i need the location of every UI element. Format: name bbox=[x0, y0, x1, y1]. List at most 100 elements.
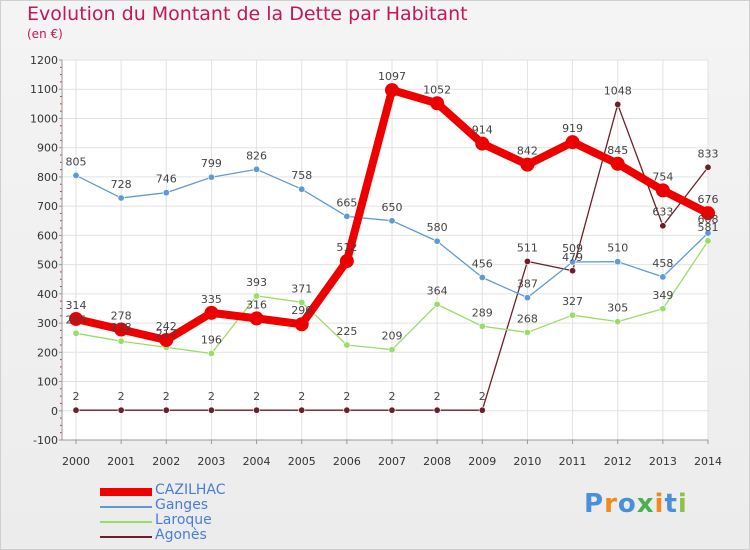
y-tick-label: 500 bbox=[37, 259, 58, 272]
x-tick-label: 2002 bbox=[152, 455, 180, 468]
logo-letter: P bbox=[584, 489, 605, 519]
data-label: 387 bbox=[517, 278, 538, 291]
data-label: 633 bbox=[652, 206, 673, 219]
x-tick-label: 2007 bbox=[378, 455, 406, 468]
y-tick-label: 600 bbox=[37, 229, 58, 242]
data-label: 1097 bbox=[378, 70, 406, 83]
data-point bbox=[614, 100, 622, 108]
data-label: 510 bbox=[607, 242, 628, 255]
data-label: 2 bbox=[163, 390, 170, 403]
legend-label: Agonès bbox=[155, 527, 207, 543]
data-point bbox=[655, 183, 670, 198]
data-point bbox=[339, 254, 354, 269]
x-tick-label: 2005 bbox=[288, 455, 316, 468]
data-point bbox=[569, 258, 577, 266]
data-label: 265 bbox=[66, 313, 87, 326]
data-label: 512 bbox=[336, 241, 357, 254]
x-tick-label: 2001 bbox=[107, 455, 135, 468]
data-point bbox=[253, 292, 261, 300]
data-point bbox=[117, 194, 125, 202]
data-label: 335 bbox=[201, 293, 222, 306]
data-label: 509 bbox=[562, 242, 583, 255]
data-label: 665 bbox=[336, 196, 357, 209]
x-tick-label: 2010 bbox=[513, 455, 541, 468]
data-label: 305 bbox=[607, 302, 628, 315]
x-tick-label: 2006 bbox=[333, 455, 361, 468]
data-label: 314 bbox=[66, 299, 87, 312]
data-point bbox=[117, 337, 125, 345]
data-point bbox=[72, 171, 80, 179]
data-label: 2 bbox=[73, 390, 80, 403]
data-label: 242 bbox=[156, 320, 177, 333]
data-label: 833 bbox=[698, 147, 719, 160]
data-label: 676 bbox=[698, 193, 719, 206]
y-tick-label: 700 bbox=[37, 200, 58, 213]
data-point bbox=[388, 217, 396, 225]
data-label: 479 bbox=[562, 251, 583, 264]
x-tick-label: 2014 bbox=[694, 455, 722, 468]
data-label: 608 bbox=[698, 213, 719, 226]
y-tick-label: 1000 bbox=[30, 112, 58, 125]
y-tick-label: 800 bbox=[37, 171, 58, 184]
data-point bbox=[433, 406, 441, 414]
data-point bbox=[523, 294, 531, 302]
data-point bbox=[610, 156, 625, 171]
label-layer: 314 278 242 335 316 296 512 1097 1052 914 842 919 84… bbox=[66, 70, 719, 403]
legend-swatch bbox=[100, 521, 152, 523]
data-label: 581 bbox=[698, 221, 719, 234]
data-point bbox=[565, 135, 580, 150]
y-tick-label: -100 bbox=[33, 434, 58, 447]
data-label: 2 bbox=[479, 390, 486, 403]
data-point bbox=[569, 267, 577, 275]
data-label: 799 bbox=[201, 157, 222, 170]
y-tick-label: 0 bbox=[51, 405, 58, 418]
data-point bbox=[704, 237, 712, 245]
data-point bbox=[117, 406, 125, 414]
data-label: 217 bbox=[156, 327, 177, 340]
data-point bbox=[659, 273, 667, 281]
x-tick-label: 2009 bbox=[468, 455, 496, 468]
legend-label: Laroque bbox=[155, 512, 212, 528]
chart-subtitle: (en €) bbox=[27, 27, 63, 41]
x-tick-label: 2008 bbox=[423, 455, 451, 468]
data-point bbox=[520, 157, 535, 172]
logo-letter: x bbox=[636, 489, 655, 519]
data-point bbox=[162, 189, 170, 197]
data-label: 238 bbox=[111, 321, 132, 334]
proxiti-logo: Proxiti bbox=[584, 489, 688, 519]
x-tick-label: 2000 bbox=[62, 455, 90, 468]
data-point bbox=[159, 333, 174, 348]
data-point bbox=[701, 206, 715, 221]
data-label: 393 bbox=[246, 276, 267, 289]
data-label: 349 bbox=[652, 289, 673, 302]
data-point bbox=[343, 406, 351, 414]
data-label: 364 bbox=[427, 284, 448, 297]
data-label: 914 bbox=[472, 124, 493, 137]
y-tick-label: 900 bbox=[37, 142, 58, 155]
data-label: 919 bbox=[562, 122, 583, 135]
legend-label: CAZILHAC bbox=[155, 482, 226, 498]
data-point bbox=[69, 311, 83, 326]
data-label: 2 bbox=[389, 390, 396, 403]
data-point bbox=[253, 165, 261, 173]
y-tick-label: 100 bbox=[37, 376, 58, 389]
data-point bbox=[614, 258, 622, 266]
data-label: 2 bbox=[118, 390, 125, 403]
data-label: 754 bbox=[652, 170, 673, 183]
data-point bbox=[72, 406, 80, 414]
data-point bbox=[388, 346, 396, 354]
logo-letter: i bbox=[677, 489, 688, 519]
logo-letter: r bbox=[604, 489, 618, 519]
data-point bbox=[207, 349, 215, 357]
data-label: 316 bbox=[246, 298, 267, 311]
logo-letter: t bbox=[664, 489, 678, 519]
data-label: 2 bbox=[434, 390, 441, 403]
x-tick-label: 2004 bbox=[243, 455, 271, 468]
data-label: 196 bbox=[201, 333, 222, 346]
y-tick-label: 1200 bbox=[30, 54, 58, 67]
data-point bbox=[385, 83, 399, 98]
data-point bbox=[207, 173, 215, 181]
data-point bbox=[614, 318, 622, 326]
data-point bbox=[478, 273, 486, 281]
